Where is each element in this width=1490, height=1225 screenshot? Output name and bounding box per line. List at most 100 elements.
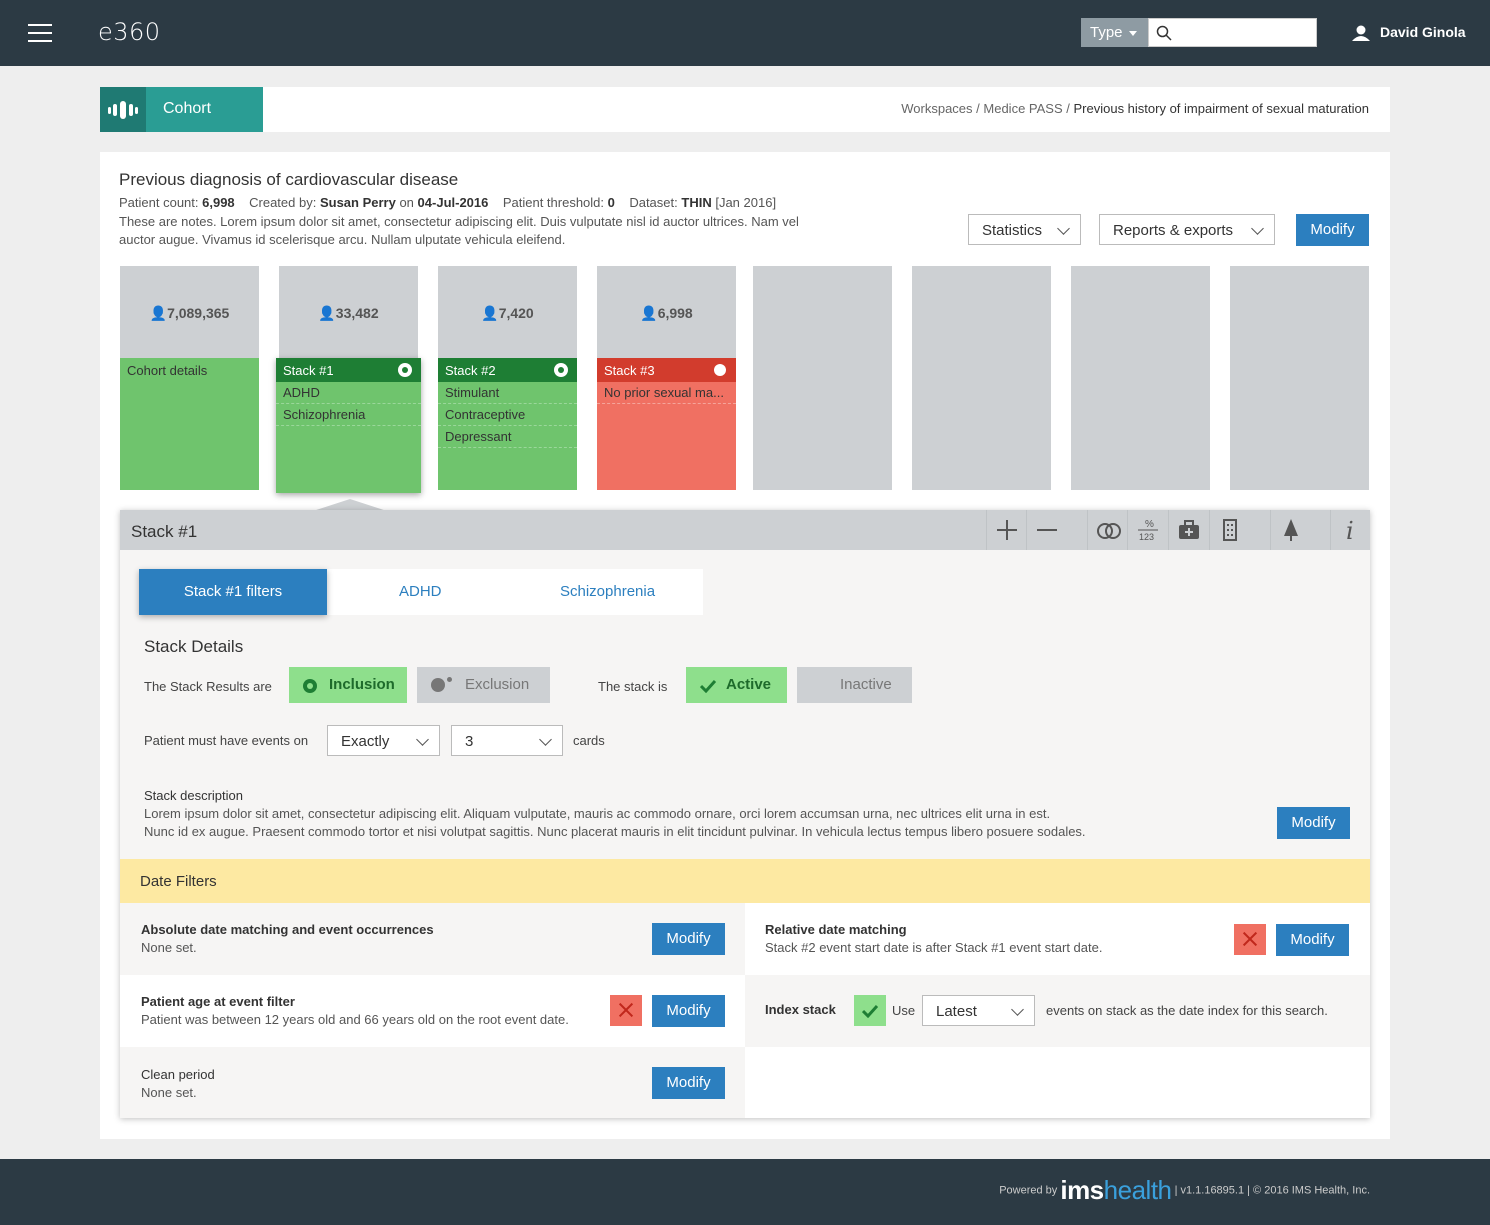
active-toggle[interactable]: Active bbox=[686, 667, 787, 703]
tab-schizophrenia[interactable]: Schizophrenia bbox=[560, 583, 656, 600]
cohort-icon bbox=[100, 87, 146, 132]
tab-stack-filters[interactable]: Stack #1 filters bbox=[139, 569, 327, 615]
absolute-date-modify-button[interactable]: Modify bbox=[652, 923, 725, 955]
clean-period-text: None set. bbox=[141, 1085, 197, 1100]
chevron-down-icon bbox=[1057, 222, 1070, 235]
relative-date-remove-icon[interactable] bbox=[1234, 924, 1266, 955]
match-mode-value: Exactly bbox=[341, 733, 390, 750]
on-label: on bbox=[399, 195, 414, 210]
inactive-toggle[interactable]: Inactive bbox=[797, 667, 912, 703]
statistics-dropdown[interactable]: Statistics bbox=[968, 214, 1081, 245]
overlap-icon[interactable] bbox=[1087, 510, 1127, 550]
chevron-down-icon bbox=[1011, 1003, 1024, 1016]
percent-count-icon[interactable]: % 123 bbox=[1127, 510, 1167, 550]
stack-item[interactable]: Contraceptive bbox=[438, 404, 577, 426]
cohort-details-card[interactable]: Cohort details bbox=[120, 358, 259, 490]
chevron-down-icon bbox=[416, 733, 429, 746]
stack-3-label: Stack #3 bbox=[604, 363, 655, 378]
empty-column bbox=[753, 266, 892, 490]
date-filters-header bbox=[120, 859, 1370, 903]
description-modify-button[interactable]: Modify bbox=[1277, 807, 1350, 839]
powered-by-label: Powered by bbox=[999, 1184, 1058, 1197]
date-filters-heading: Date Filters bbox=[140, 873, 217, 890]
radio-unselected-icon bbox=[431, 678, 445, 692]
stack-item[interactable]: No prior sexual ma... bbox=[597, 382, 736, 404]
index-event-value: Latest bbox=[936, 1003, 977, 1020]
chevron-down-icon bbox=[1251, 222, 1264, 235]
reports-exports-dropdown[interactable]: Reports & exports bbox=[1099, 214, 1275, 245]
stack-item[interactable]: Stimulant bbox=[438, 382, 577, 404]
breadcrumb-workspaces[interactable]: Workspaces bbox=[901, 101, 973, 116]
relative-date-title: Relative date matching bbox=[765, 922, 907, 937]
selection-pointer bbox=[310, 499, 390, 512]
user-menu[interactable]: David Ginola bbox=[1352, 24, 1466, 42]
info-icon[interactable]: i bbox=[1330, 510, 1370, 550]
stack-3-header: Stack #3 bbox=[597, 358, 736, 382]
stack-item[interactable]: Depressant bbox=[438, 426, 577, 448]
index-stack-checkbox[interactable] bbox=[854, 995, 886, 1026]
stack-2-card[interactable]: Stack #2 Stimulant Contraceptive Depress… bbox=[438, 358, 577, 490]
stack-3-card[interactable]: Stack #3 No prior sexual ma... bbox=[597, 358, 736, 490]
stack-is-label: The stack is bbox=[598, 679, 668, 694]
cohort-notes: These are notes. Lorem ipsum dolor sit a… bbox=[119, 214, 799, 247]
breadcrumb-project[interactable]: Medice PASS bbox=[983, 101, 1063, 116]
search-input[interactable] bbox=[1148, 18, 1317, 47]
index-stack-title: Index stack bbox=[765, 1002, 836, 1017]
dataset: THIN bbox=[681, 195, 712, 210]
tab-adhd[interactable]: ADHD bbox=[399, 583, 442, 600]
clean-period-modify-button[interactable]: Modify bbox=[652, 1067, 725, 1099]
svg-text:i: i bbox=[1346, 518, 1354, 542]
index-stack-row bbox=[745, 975, 1370, 1047]
stack-1-header: Stack #1 bbox=[276, 358, 421, 382]
stack-1-card[interactable]: Stack #1 ADHD Schizophrenia bbox=[276, 358, 421, 493]
panel-tab-bar bbox=[327, 569, 703, 615]
age-filter-text: Patient was between 12 years old and 66 … bbox=[141, 1012, 569, 1027]
statistics-label: Statistics bbox=[982, 222, 1043, 239]
inactive-label: Inactive bbox=[840, 676, 892, 693]
stack-item[interactable]: ADHD bbox=[276, 382, 421, 404]
card-count-dropdown[interactable]: 3 bbox=[451, 725, 563, 756]
cohort-tab-label: Cohort bbox=[163, 100, 212, 117]
menu-icon[interactable] bbox=[28, 24, 52, 42]
dataset-label: Dataset: bbox=[629, 195, 678, 210]
stack-1-label: Stack #1 bbox=[283, 363, 334, 378]
tree-icon[interactable] bbox=[1270, 510, 1310, 550]
match-mode-dropdown[interactable]: Exactly bbox=[327, 725, 440, 756]
svg-text:123: 123 bbox=[1139, 532, 1154, 542]
ims-health-logo: imshealth bbox=[1060, 1175, 1172, 1205]
medical-kit-icon[interactable] bbox=[1168, 510, 1208, 550]
inclusion-toggle[interactable]: Inclusion bbox=[289, 667, 407, 703]
remove-icon[interactable] bbox=[1026, 510, 1066, 550]
exclusion-toggle[interactable]: Exclusion bbox=[417, 667, 550, 703]
cohort-details-label: Cohort details bbox=[127, 363, 208, 378]
absolute-date-text: None set. bbox=[141, 940, 197, 955]
card-count-value: 3 bbox=[465, 733, 474, 750]
cohort-banner bbox=[100, 87, 1390, 132]
user-name: David Ginola bbox=[1380, 24, 1466, 40]
results-are-label: The Stack Results are bbox=[144, 679, 272, 694]
add-icon[interactable] bbox=[986, 510, 1026, 550]
inclusion-label: Inclusion bbox=[329, 676, 395, 693]
stack-2-label: Stack #2 bbox=[445, 363, 496, 378]
index-event-dropdown[interactable]: Latest bbox=[922, 995, 1035, 1026]
search-type-dropdown[interactable]: Type bbox=[1081, 18, 1148, 47]
ims-logo-text: ims bbox=[1060, 1175, 1104, 1205]
search-icon bbox=[1156, 25, 1172, 41]
search-type-label: Type bbox=[1090, 24, 1123, 41]
stack-item[interactable]: Schizophrenia bbox=[276, 404, 421, 426]
age-filter-modify-button[interactable]: Modify bbox=[652, 995, 725, 1027]
app-logo[interactable]: e360 bbox=[98, 18, 161, 46]
empty-column bbox=[1071, 266, 1210, 490]
age-filter-remove-icon[interactable] bbox=[610, 995, 642, 1026]
events-on-label: Patient must have events on bbox=[144, 733, 309, 748]
cohort-modify-button[interactable]: Modify bbox=[1296, 214, 1369, 246]
reports-label: Reports & exports bbox=[1113, 222, 1234, 239]
created-by-label: Created by: bbox=[249, 195, 317, 210]
building-icon[interactable] bbox=[1209, 510, 1249, 550]
clean-period-row bbox=[120, 1047, 745, 1118]
active-label: Active bbox=[726, 676, 772, 693]
absolute-date-title: Absolute date matching and event occurre… bbox=[141, 922, 434, 937]
relative-date-modify-button[interactable]: Modify bbox=[1276, 924, 1349, 956]
created-date: 04-Jul-2016 bbox=[417, 195, 489, 210]
index-use-label: Use bbox=[892, 1003, 916, 1018]
